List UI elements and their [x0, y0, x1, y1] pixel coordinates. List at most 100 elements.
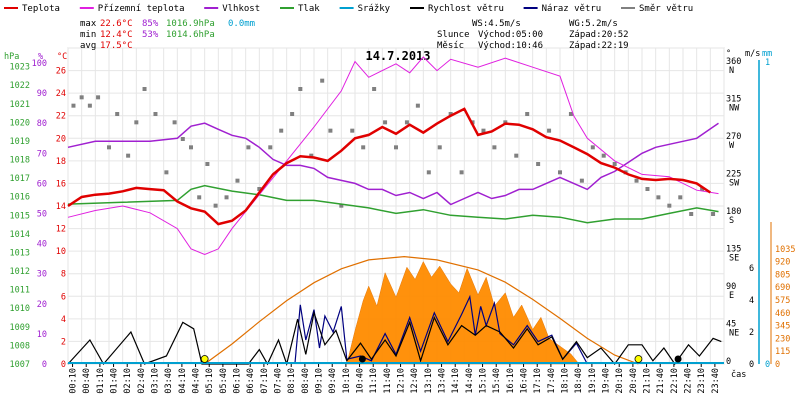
x-tick-label: 12:10 [397, 368, 407, 394]
legend-label: Směr větru [639, 4, 693, 14]
wind-direction-point [525, 112, 530, 116]
hpa-tick-label: 1009 [10, 323, 30, 333]
humidity-line [67, 122, 719, 206]
wind-tick-label: 4 [749, 296, 754, 306]
wind-direction-point [189, 145, 193, 150]
x-tick-label: 03:40 [164, 368, 174, 394]
wind-direction-point [415, 103, 420, 108]
dir-tick-direction: W [729, 141, 735, 151]
temp-tick-label: 12 [56, 225, 66, 235]
x-tick-label: 19:40 [602, 368, 612, 394]
solar-tick-label: 115 [775, 347, 790, 357]
x-tick-label: 16:10 [506, 368, 516, 394]
wind-direction-point [134, 120, 139, 125]
stat-min-hum: 53% [142, 30, 159, 40]
temp-tick-label: 20 [56, 134, 66, 144]
wind-direction-point [579, 178, 584, 183]
solar-tick-label: 460 [775, 309, 790, 319]
x-tick-label: 01:10 [96, 368, 106, 394]
wind-direction-point [339, 203, 344, 208]
dir-tick-label: 225 [726, 170, 741, 180]
hpa-tick-label: 1015 [10, 211, 30, 221]
dir-tick-label: 180 [726, 207, 741, 217]
wind-direction-point [268, 145, 273, 150]
wind-direction-point [153, 112, 158, 116]
wind-direction-point [503, 120, 508, 125]
solar-tick-label: 920 [775, 258, 790, 268]
ground-temperature-line [67, 56, 719, 256]
x-tick-label: 02:10 [123, 368, 133, 394]
pct-tick-label: 10 [37, 330, 47, 340]
stat-max-label: max [80, 19, 97, 29]
wind-direction-point [71, 103, 76, 108]
pct-tick-label: 0 [42, 360, 47, 370]
wind-direction-point [107, 145, 111, 150]
moonset-time: Západ:22:19 [569, 41, 629, 51]
wind-direction-point [394, 145, 398, 150]
wind-direction-point [172, 120, 177, 125]
hpa-tick-label: 1011 [10, 286, 30, 296]
temp-tick-label: 4 [61, 315, 66, 325]
wind-direction-point [309, 153, 314, 158]
stat-max-hum: 85% [142, 19, 159, 29]
sun-label: Slunce [437, 30, 470, 40]
temp-tick-label: 10 [56, 247, 66, 257]
x-tick-label: 12:40 [410, 368, 420, 394]
wind-direction-point [126, 153, 131, 158]
x-tick-label: 11:40 [383, 368, 393, 394]
wind-direction-point [197, 195, 202, 200]
dir-tick-label: 135 [726, 245, 741, 255]
x-tick-label: 00:10 [69, 368, 79, 394]
x-tick-label: 18:10 [561, 368, 571, 394]
temp-tick-label: 16 [56, 179, 66, 189]
temp-tick-label: 14 [56, 202, 66, 212]
wind-direction-point [667, 203, 672, 208]
hpa-tick-label: 1017 [10, 174, 30, 184]
wind-direction-point [590, 145, 595, 150]
stat-min-label: min [80, 30, 96, 40]
pct-tick-label: 70 [37, 149, 47, 159]
temperature-line [67, 107, 711, 226]
wind-direction-point [205, 162, 210, 166]
rain-tick-label: 1 [765, 58, 770, 68]
dir-tick-label: 0 [726, 357, 731, 367]
solar-tick-label: 1035 [775, 245, 795, 255]
legend-label: Přízemní teplota [98, 4, 185, 14]
stat-max-rain: 0.0mm [228, 19, 255, 29]
pct-tick-label: 40 [37, 240, 47, 250]
wind-direction-point [645, 187, 650, 191]
legend-label: Rychlost větru [428, 4, 504, 14]
x-tick-label: 23:10 [697, 368, 707, 394]
hpa-tick-label: 1018 [10, 156, 30, 166]
wind-gust-line [294, 294, 588, 365]
wind-direction-point [656, 195, 661, 200]
sunset-marker [634, 355, 643, 363]
wind-direction-point [700, 187, 705, 191]
wind-direction-point [115, 112, 120, 116]
wind-tick-label: 0 [749, 360, 754, 370]
dir-tick-direction: NW [729, 104, 740, 114]
rain-tick-label: 0 [765, 360, 770, 370]
hpa-axis-unit: hPa [4, 52, 19, 62]
solar-tick-label: 0 [775, 360, 780, 370]
pct-tick-label: 100 [32, 59, 47, 69]
wind-direction-point [689, 212, 694, 216]
wind-direction-point [404, 120, 409, 125]
wind-direction-point [634, 178, 639, 183]
x-tick-label: 07:40 [274, 368, 284, 394]
dir-tick-label: 315 [726, 95, 741, 105]
hpa-tick-label: 1014 [10, 230, 30, 240]
dir-tick-direction: NE [729, 329, 739, 339]
wind-direction-point [678, 195, 683, 200]
temp-tick-label: 8 [61, 270, 66, 280]
hpa-tick-label: 1016 [10, 193, 30, 203]
wind-direction-point [612, 162, 617, 166]
x-tick-label: 05:10 [205, 368, 215, 394]
wind-direction-point [224, 195, 229, 200]
stat-min-press: 1014.6hPa [166, 30, 215, 40]
wind-direction-point [279, 128, 284, 133]
hpa-tick-label: 1012 [10, 267, 30, 277]
x-tick-label: 08:10 [287, 368, 297, 394]
pct-tick-label: 60 [37, 179, 47, 189]
